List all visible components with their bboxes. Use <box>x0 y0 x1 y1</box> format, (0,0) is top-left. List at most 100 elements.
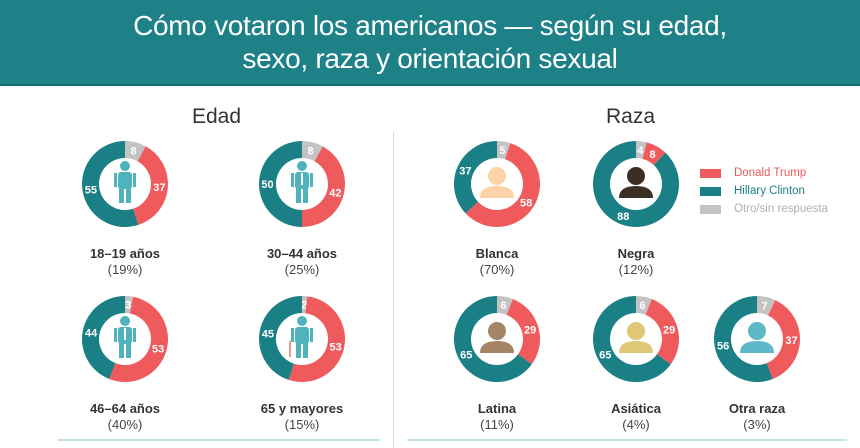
value-label-trump: 29 <box>524 324 536 336</box>
group-share: (25%) <box>284 262 320 277</box>
slice-clinton <box>454 141 497 214</box>
section-divider <box>393 132 394 448</box>
group-label: 18–19 años (19%) <box>55 246 195 277</box>
value-label-trump: 58 <box>520 197 532 209</box>
slice-clinton <box>454 296 532 382</box>
group-name: Latina <box>477 401 517 416</box>
section-title-raza: Raza <box>606 105 656 128</box>
donut-chart: 3 53 44 <box>77 291 173 387</box>
group-share: (3%) <box>743 417 771 432</box>
group-label: Asiática (4%) <box>566 401 706 432</box>
value-label-trump: 42 <box>329 188 341 200</box>
value-label-other: 2 <box>301 300 307 312</box>
legend-item-other: Otro/sin respuesta <box>700 200 828 218</box>
group-name: 30–44 años <box>266 246 338 261</box>
value-label-other: 7 <box>761 300 767 312</box>
group-share: (4%) <box>622 417 650 432</box>
slice-clinton <box>714 296 773 382</box>
slice-other <box>497 141 511 160</box>
value-label-other: 5 <box>499 145 505 157</box>
slice-trump <box>506 299 540 365</box>
group-name: Blanca <box>475 246 519 261</box>
header-banner: Cómo votaron los americanos — según su e… <box>0 0 860 86</box>
footer-line-right <box>407 439 847 441</box>
group-label: Blanca (70%) <box>427 246 567 277</box>
slice-clinton <box>593 296 671 382</box>
slice-trump <box>109 296 168 382</box>
value-label-trump: 53 <box>152 344 164 356</box>
footer-line-left <box>58 439 380 441</box>
group-share: (15%) <box>284 417 320 432</box>
slice-other <box>757 296 776 316</box>
person-silhouette-icon <box>619 322 653 353</box>
slice-other <box>497 296 513 315</box>
value-label-trump: 37 <box>785 335 797 347</box>
group-name: Asiática <box>611 401 661 416</box>
legend-label: Hillary Clinton <box>734 185 805 197</box>
value-label-other: 3 <box>125 300 131 312</box>
group-name: Otra raza <box>728 401 786 416</box>
value-label-clinton: 65 <box>460 350 472 362</box>
donut-chart: 7 37 56 <box>709 291 805 387</box>
person-silhouette-icon <box>480 167 514 198</box>
value-label-trump: 29 <box>663 324 675 336</box>
donut-chart: 5 58 37 <box>449 136 545 232</box>
group-label: 46–64 años (40%) <box>55 401 195 432</box>
person-silhouette-icon <box>619 167 653 198</box>
donut-chart: 4 8 88 <box>588 136 684 232</box>
value-label-other: 6 <box>500 300 506 312</box>
slice-other <box>125 141 146 162</box>
value-label-other: 4 <box>637 145 644 157</box>
value-label-other: 6 <box>639 300 645 312</box>
slice-trump <box>766 300 800 379</box>
slice-trump <box>642 142 666 166</box>
person-silhouette-icon <box>480 322 514 353</box>
group-name: 65 y mayores <box>260 401 344 416</box>
group-label: 30–44 años (25%) <box>232 246 372 277</box>
legend-item-trump: Donald Trump <box>700 164 828 182</box>
value-label-clinton: 56 <box>717 340 729 352</box>
slice-trump <box>645 299 679 365</box>
legend-swatch <box>700 168 721 178</box>
legend-label: Donald Trump <box>734 167 807 179</box>
slice-clinton <box>82 141 139 227</box>
value-label-clinton: 55 <box>85 184 97 196</box>
value-label-other: 8 <box>308 146 314 158</box>
group-share: (40%) <box>107 417 143 432</box>
slice-trump <box>465 143 540 227</box>
slice-other <box>125 296 134 314</box>
title-line-2: sexo, raza y orientación sexual <box>242 43 618 74</box>
legend-swatch <box>700 204 721 214</box>
legend-item-clinton: Hillary Clinton <box>700 182 828 200</box>
group-share: (11%) <box>480 417 514 432</box>
donut-chart: 8 42 50 <box>254 136 350 232</box>
slice-other <box>636 141 647 159</box>
young-person-icon <box>114 161 136 203</box>
group-name: 46–64 años <box>89 401 161 416</box>
slice-clinton <box>259 296 302 380</box>
value-label-clinton: 88 <box>617 211 629 223</box>
value-label-trump: 8 <box>650 149 656 161</box>
value-label-other: 8 <box>131 146 137 158</box>
group-label: Latina (11%) <box>427 401 567 432</box>
value-label-clinton: 65 <box>599 350 611 362</box>
group-label: 65 y mayores (15%) <box>232 401 372 432</box>
group-label: Negra (12%) <box>566 246 706 277</box>
slice-clinton <box>258 141 302 227</box>
section-title-edad: Edad <box>192 105 242 128</box>
value-label-clinton: 45 <box>262 329 274 341</box>
group-name: 18–19 años <box>89 246 161 261</box>
donut-chart: 6 29 65 <box>449 291 545 387</box>
value-label-trump: 37 <box>153 182 165 194</box>
group-share: (19%) <box>107 262 143 277</box>
group-share: (12%) <box>618 262 654 277</box>
group-label: Otra raza (3%) <box>687 401 827 432</box>
businessman-icon <box>114 316 136 358</box>
value-label-clinton: 37 <box>459 165 471 177</box>
slice-clinton <box>81 296 125 379</box>
value-label-clinton: 44 <box>85 328 98 340</box>
donut-chart: 8 37 55 <box>77 136 173 232</box>
value-label-clinton: 50 <box>261 179 273 191</box>
legend-label: Otro/sin respuesta <box>734 203 828 215</box>
person-silhouette-icon <box>740 322 774 353</box>
